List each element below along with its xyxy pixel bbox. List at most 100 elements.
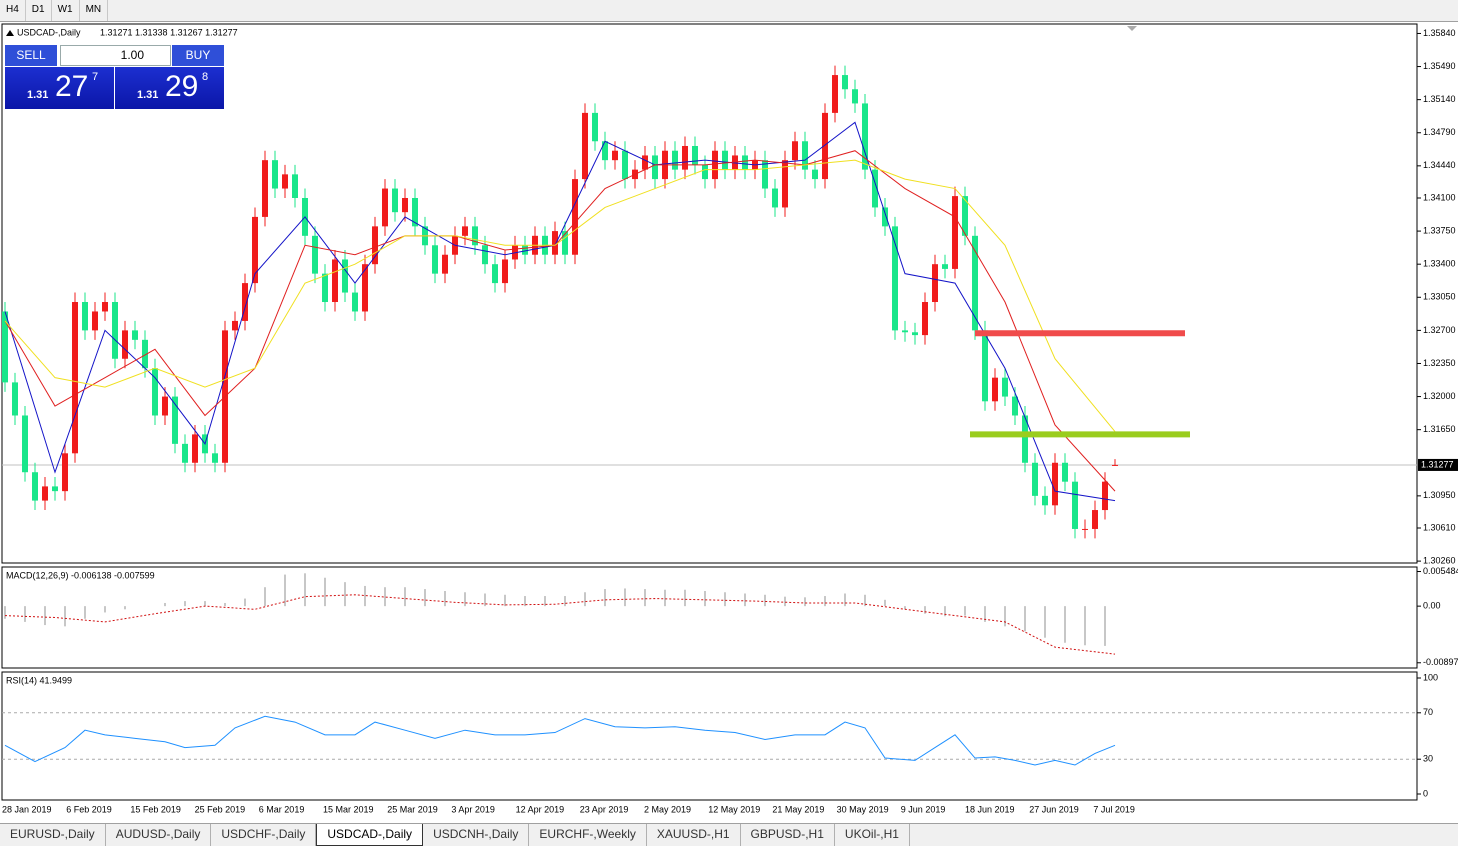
candle-body — [352, 292, 358, 312]
symbol-tab[interactable]: AUDUSD-,Daily — [106, 824, 212, 846]
candle-body — [412, 197, 418, 227]
quote-pip: 7 — [92, 71, 99, 83]
symbol-tab[interactable]: GBPUSD-,H1 — [741, 824, 835, 846]
candle-body — [592, 112, 598, 142]
symbol-tab[interactable]: EURCHF-,Weekly — [529, 824, 647, 846]
candle-body — [272, 160, 278, 189]
candle-body — [182, 443, 188, 463]
y-tick-label: 100 — [1423, 672, 1438, 682]
candle-body — [922, 302, 928, 336]
candle-body — [872, 169, 878, 208]
candle-body — [242, 283, 248, 321]
candle-body — [192, 434, 198, 463]
candle-body — [982, 330, 988, 402]
y-tick-label: 1.35490 — [1423, 61, 1456, 71]
candle-body — [1102, 481, 1108, 511]
candle-body — [622, 150, 628, 180]
candle-body — [432, 245, 438, 274]
candle-body — [402, 197, 408, 213]
symbol-tab[interactable]: USDCAD-,Daily — [316, 824, 424, 846]
buy-quote[interactable]: 1.31 29 8 — [115, 67, 224, 109]
sell-button[interactable]: SELL — [5, 45, 57, 66]
x-tick-label: 9 Jun 2019 — [901, 804, 946, 814]
macd-panel — [1, 566, 1418, 669]
candle-body — [62, 453, 68, 492]
candle-body — [832, 75, 838, 113]
macd-signal — [4, 594, 1116, 655]
candle-body — [1072, 481, 1078, 529]
candle-body — [1032, 462, 1038, 496]
x-tick-label: 3 Apr 2019 — [451, 804, 495, 814]
y-tick-label: 1.32700 — [1423, 325, 1456, 335]
candle-body — [972, 235, 978, 331]
y-tick-label: 1.32350 — [1423, 358, 1456, 368]
y-tick-label: 1.35840 — [1423, 28, 1456, 38]
current-price-label: 1.31277 — [1421, 459, 1454, 469]
candle-body — [1022, 415, 1028, 463]
candle-body — [652, 155, 658, 180]
candle-body — [482, 245, 488, 265]
candle-body — [842, 75, 848, 90]
quote-prefix: 1.31 — [137, 89, 159, 101]
candle-body — [372, 226, 378, 265]
symbol-tab[interactable]: USDCNH-,Daily — [423, 824, 530, 846]
macd-title: MACD(12,26,9) -0.006138 -0.007599 — [6, 570, 155, 580]
candle-body — [932, 264, 938, 303]
candle-body — [462, 226, 468, 236]
candle-body — [802, 141, 808, 170]
candle-body — [52, 486, 58, 492]
timeframe-button[interactable]: D1 — [26, 0, 52, 21]
timeframe-button[interactable]: H4 — [0, 0, 26, 21]
x-tick-label: 28 Jan 2019 — [2, 804, 52, 814]
y-tick-label: 1.33050 — [1423, 292, 1456, 302]
symbol-tabs: EURUSD-,Daily AUDUSD-,Daily USDCHF-,Daily U… — [0, 823, 1458, 846]
candle-body — [702, 164, 708, 180]
rsi-line — [4, 715, 1116, 766]
timeframe-button[interactable]: MN — [80, 0, 109, 21]
candle-body — [132, 330, 138, 340]
main-panel — [1, 23, 1418, 564]
toolbar: H4 D1 W1 MN — [0, 0, 1458, 22]
buy-button[interactable]: BUY — [172, 45, 224, 66]
symbol-tab[interactable]: UKOil-,H1 — [835, 824, 910, 846]
candle-body — [692, 145, 698, 165]
lot-input[interactable]: 1.00 — [60, 45, 171, 66]
y-tick-label: 1.34100 — [1423, 192, 1456, 202]
rsi-title: RSI(14) 41.9499 — [6, 675, 72, 685]
quote-main: 27 — [55, 70, 89, 103]
candle-body — [682, 145, 688, 170]
y-tick-label: 1.30260 — [1423, 555, 1456, 565]
candle-body — [262, 160, 268, 217]
timeframe-button[interactable]: W1 — [52, 0, 80, 21]
symbol-tab[interactable]: EURUSD-,Daily — [0, 824, 106, 846]
quote-main: 29 — [165, 70, 199, 103]
candle-body — [312, 235, 318, 274]
candle-body — [882, 207, 888, 227]
candle-body — [142, 339, 148, 369]
x-tick-label: 30 May 2019 — [837, 804, 889, 814]
candle-body — [12, 382, 18, 416]
candle-body — [152, 368, 158, 416]
symbol-tab[interactable]: USDCHF-,Daily — [211, 824, 317, 846]
current-price-box — [1418, 458, 1458, 471]
y-tick-label: 0.005484 — [1423, 566, 1458, 576]
sell-quote[interactable]: 1.31 27 7 — [5, 67, 114, 109]
candle-body — [162, 396, 168, 416]
quote-prefix: 1.31 — [27, 89, 49, 101]
x-tick-label: 27 Jun 2019 — [1029, 804, 1079, 814]
candle-body — [112, 302, 118, 359]
candle-body — [82, 302, 88, 331]
candle-body — [342, 259, 348, 293]
candle-body — [822, 112, 828, 180]
candle-body — [1082, 528, 1088, 530]
y-tick-label: 1.34440 — [1423, 160, 1456, 170]
chart-title: USDCAD-,Daily — [17, 27, 81, 37]
symbol-tab[interactable]: XAUUSD-,H1 — [647, 824, 741, 846]
candle-body — [2, 311, 8, 383]
candle-body — [762, 160, 768, 189]
candle-body — [562, 231, 568, 255]
candle-body — [892, 226, 898, 331]
candle-body — [282, 174, 288, 189]
candle-body — [332, 259, 338, 303]
